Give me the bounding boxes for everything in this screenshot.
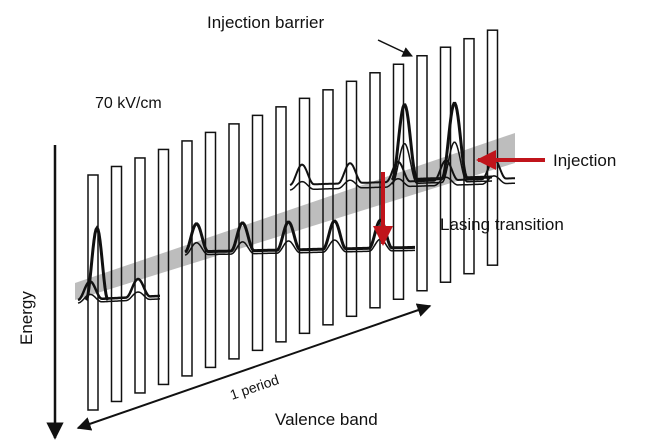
field-label: 70 kV/cm <box>95 95 162 112</box>
wavefunction <box>84 225 110 301</box>
lasing-label: Lasing transition <box>440 215 564 234</box>
wavefunction <box>289 175 515 191</box>
barrier <box>486 29 499 266</box>
barrier <box>416 54 428 292</box>
wavefunction <box>77 291 160 304</box>
period-arrow <box>76 303 432 431</box>
barrier-pointer <box>377 39 413 57</box>
energy-label: Energy <box>17 291 36 345</box>
wavefunction <box>289 157 515 186</box>
period-label: 1 period <box>228 371 281 403</box>
wavefunction <box>390 101 492 181</box>
barriers <box>87 29 499 411</box>
valence-band-label: Valence band <box>275 410 378 429</box>
wavefunction <box>77 277 160 302</box>
injection-label: Injection <box>553 151 616 170</box>
wavefunction <box>391 141 492 185</box>
injection-barrier-label: Injection barrier <box>207 13 325 32</box>
